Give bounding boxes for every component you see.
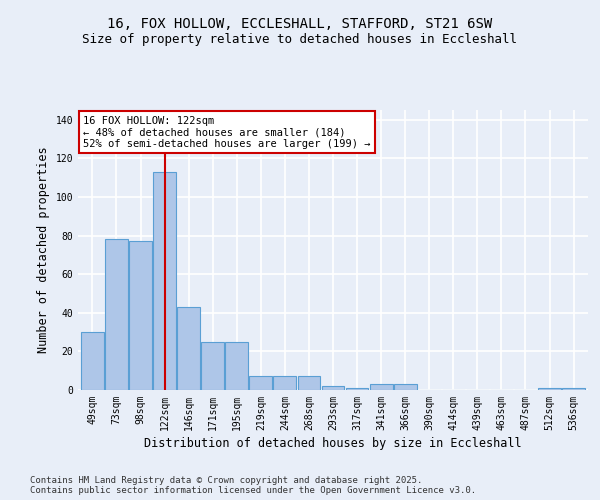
X-axis label: Distribution of detached houses by size in Eccleshall: Distribution of detached houses by size …: [144, 437, 522, 450]
Bar: [274, 376, 296, 390]
Bar: [129, 242, 152, 390]
Bar: [394, 384, 416, 390]
Text: 16 FOX HOLLOW: 122sqm
← 48% of detached houses are smaller (184)
52% of semi-det: 16 FOX HOLLOW: 122sqm ← 48% of detached …: [83, 116, 371, 149]
Y-axis label: Number of detached properties: Number of detached properties: [37, 146, 50, 354]
Text: 16, FOX HOLLOW, ECCLESHALL, STAFFORD, ST21 6SW: 16, FOX HOLLOW, ECCLESHALL, STAFFORD, ST…: [107, 18, 493, 32]
Text: Contains HM Land Registry data © Crown copyright and database right 2025.
Contai: Contains HM Land Registry data © Crown c…: [30, 476, 476, 495]
Bar: [538, 388, 561, 390]
Bar: [105, 240, 128, 390]
Bar: [346, 388, 368, 390]
Bar: [322, 386, 344, 390]
Bar: [250, 376, 272, 390]
Bar: [201, 342, 224, 390]
Bar: [298, 376, 320, 390]
Bar: [177, 307, 200, 390]
Bar: [370, 384, 392, 390]
Bar: [153, 172, 176, 390]
Bar: [562, 388, 585, 390]
Text: Size of property relative to detached houses in Eccleshall: Size of property relative to detached ho…: [83, 32, 517, 46]
Bar: [81, 332, 104, 390]
Bar: [226, 342, 248, 390]
